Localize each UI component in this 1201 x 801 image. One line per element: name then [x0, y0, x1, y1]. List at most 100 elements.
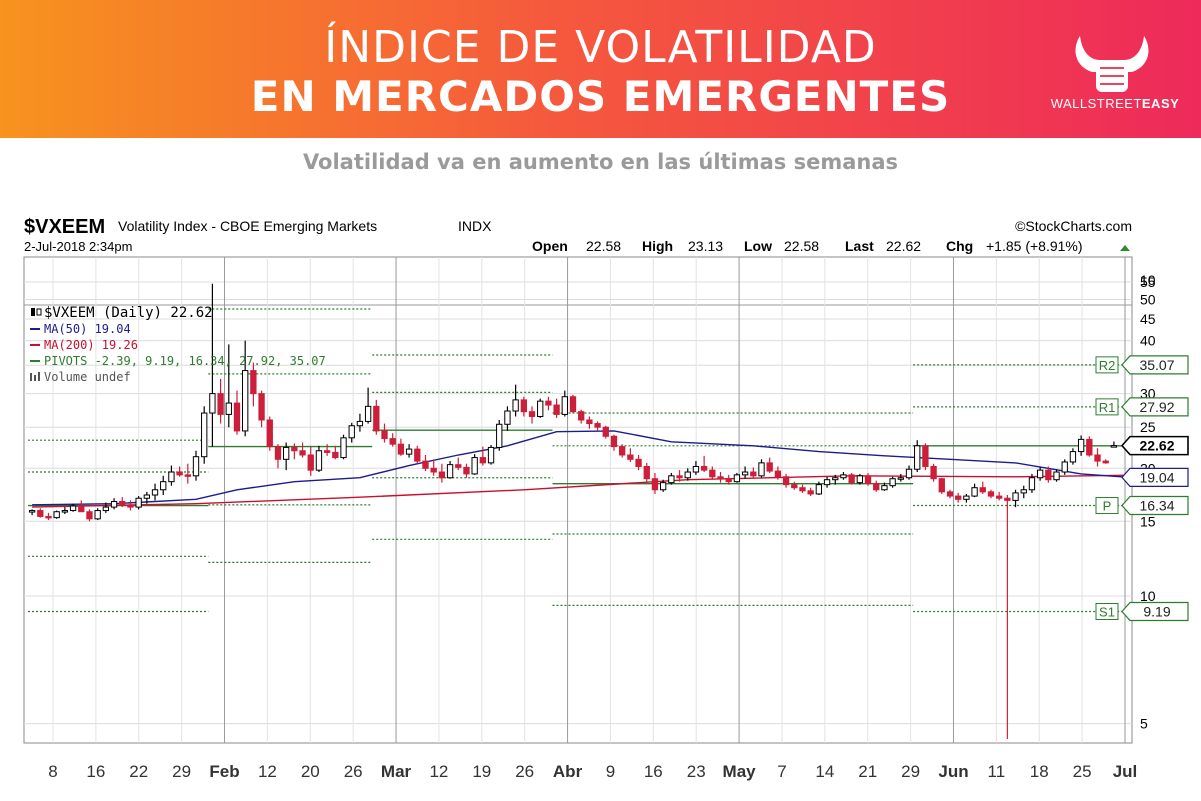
price-tag-value: 9.19: [1143, 604, 1170, 620]
candle-body: [897, 477, 904, 480]
candlestick: [422, 454, 429, 472]
candlestick: [53, 510, 60, 519]
high-label: High: [642, 238, 673, 254]
candle-body: [1061, 461, 1068, 473]
candle-body: [479, 457, 487, 464]
x-tick-label: 11: [988, 762, 1006, 781]
candlestick: [282, 442, 290, 471]
candle-body: [741, 471, 749, 476]
candlestick: [102, 502, 110, 513]
x-tick-label: Jun: [938, 762, 968, 781]
pivot-tag-box: [1095, 603, 1119, 621]
candlestick: [504, 406, 511, 431]
candlestick: [233, 390, 241, 435]
candlestick: [627, 448, 634, 462]
candle-body: [643, 465, 650, 480]
candle-body: [1053, 471, 1060, 481]
candle-body: [78, 505, 85, 513]
pivot-tag: R1: [1099, 400, 1116, 415]
candle-body: [946, 491, 954, 497]
candle-body: [1086, 438, 1093, 456]
candlestick: [692, 461, 700, 475]
candle-body: [848, 474, 855, 484]
candle-body: [635, 458, 642, 467]
candle-body: [225, 402, 232, 415]
candlestick: [946, 489, 954, 499]
up-arrow-icon: [1120, 245, 1130, 251]
candle-body: [520, 399, 527, 413]
candle-body: [979, 487, 986, 493]
candlestick: [463, 463, 470, 478]
candle-body: [422, 460, 429, 469]
candlestick: [840, 472, 847, 480]
candle-body: [873, 483, 880, 491]
candlestick: [766, 457, 773, 473]
candlestick: [37, 508, 44, 518]
candlestick: [258, 390, 265, 428]
x-tick-label: 7: [777, 762, 786, 781]
candle-body: [307, 454, 314, 471]
pivot-tag: P: [1103, 499, 1112, 514]
candle-body: [381, 430, 388, 440]
candlestick: [1020, 485, 1027, 499]
candle-body: [750, 471, 757, 477]
right-price-label: 19.04: [1121, 467, 1189, 487]
candlestick: [602, 425, 609, 439]
candlestick: [1110, 441, 1118, 448]
candlestick: [151, 483, 159, 501]
candlestick: [291, 443, 298, 460]
candle-body: [217, 393, 224, 415]
candle-body: [299, 450, 306, 456]
candlestick: [479, 446, 487, 466]
candle-body: [840, 474, 847, 479]
candlestick: [1004, 495, 1011, 739]
y-tick-label: 15: [1140, 513, 1156, 529]
chart-exchange: INDX: [458, 218, 492, 234]
candle-body: [127, 504, 134, 508]
price-tag-value: 22.62: [1139, 438, 1174, 454]
price-tag-value: 35.07: [1139, 357, 1174, 373]
candle-body: [160, 481, 167, 491]
candlestick: [160, 475, 167, 496]
price-tag-box: [1121, 355, 1189, 375]
candle-body: [53, 511, 60, 519]
pivot-tag: R2: [1099, 358, 1116, 373]
candlestick: [512, 384, 519, 417]
candlestick: [127, 500, 134, 511]
pivot-tag-box: [1095, 497, 1119, 515]
candlestick: [594, 421, 601, 431]
right-price-label: S1 9.19: [1095, 601, 1189, 622]
y-tick-label: 50: [1140, 292, 1156, 308]
candlestick: [61, 507, 69, 515]
candlestick: [389, 433, 396, 447]
price-tag-box: [1121, 467, 1189, 487]
candle-body: [1102, 460, 1109, 464]
candlestick: [340, 434, 347, 460]
candle-body: [405, 448, 413, 455]
candlestick: [586, 416, 593, 429]
candle-body: [586, 419, 593, 425]
candle-body: [651, 478, 659, 491]
candle-body: [176, 471, 183, 476]
candle-body: [668, 475, 675, 484]
candlestick: [176, 466, 183, 477]
candlestick: [799, 484, 806, 493]
candlestick: [561, 390, 568, 417]
open-label: Open: [532, 238, 568, 254]
candlestick: [889, 476, 896, 488]
candle-body: [766, 462, 773, 472]
candlestick: [438, 463, 446, 483]
candlestick: [414, 445, 421, 464]
candlestick: [750, 467, 757, 479]
candle-body: [733, 474, 741, 483]
candle-body: [1069, 451, 1077, 463]
candle-body: [446, 464, 454, 479]
legend-item: MA(200) 19.26: [30, 338, 138, 352]
candle-body: [1036, 469, 1044, 479]
plot-frame: [23, 256, 1133, 744]
candlestick: [1045, 466, 1052, 483]
candle-body: [709, 469, 716, 478]
candle-body: [250, 370, 257, 395]
candle-body: [782, 476, 790, 486]
candle-body: [799, 487, 806, 492]
